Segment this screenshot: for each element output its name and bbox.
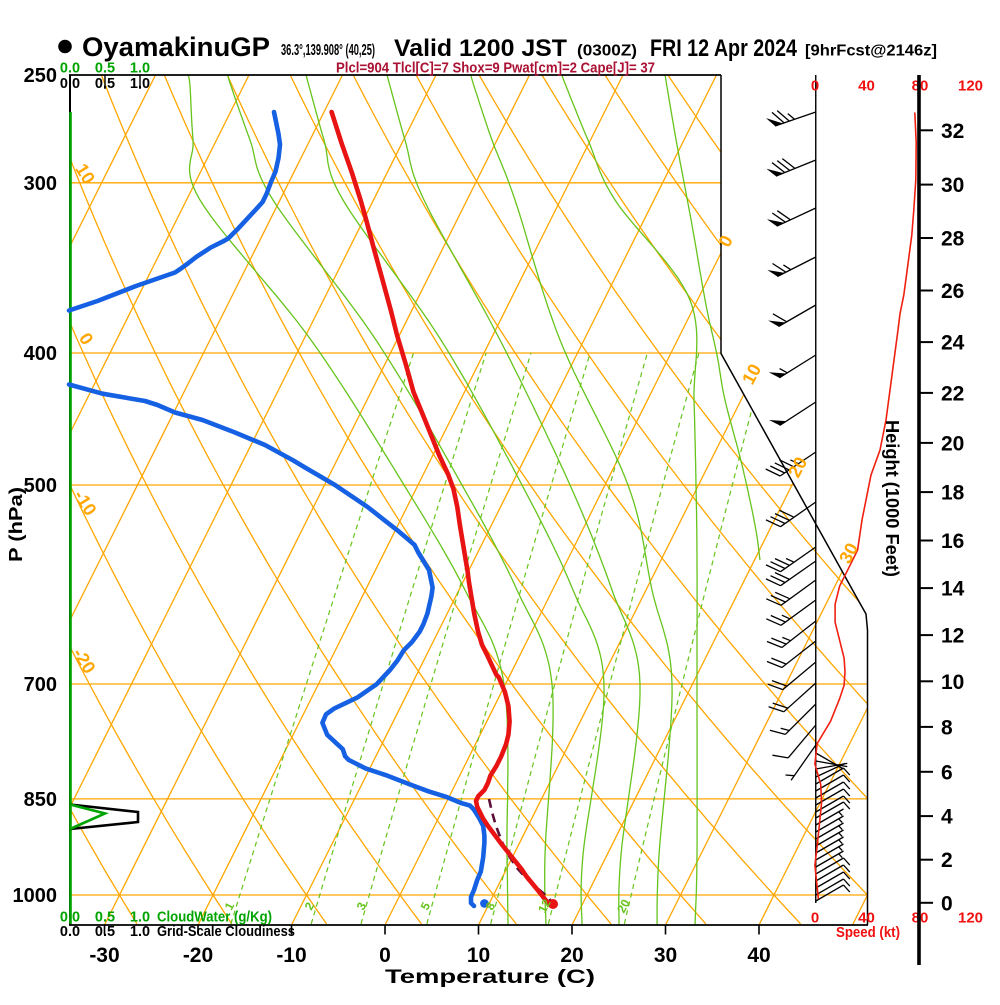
svg-text:18: 18: [941, 482, 965, 505]
svg-text:0.5: 0.5: [95, 910, 115, 926]
svg-text:2: 2: [941, 849, 953, 872]
svg-text:26: 26: [941, 280, 964, 303]
svg-text:Speed (kt): Speed (kt): [836, 924, 900, 941]
svg-text:40: 40: [858, 78, 875, 95]
svg-text:20: 20: [614, 897, 633, 916]
svg-text:1.0: 1.0: [130, 61, 150, 77]
svg-text:36.3°,139.908° (40,25): 36.3°,139.908° (40,25): [281, 42, 375, 59]
svg-text:Plcl=904 Tlcl[C]=7 Shox=9 Pwat: Plcl=904 Tlcl[C]=7 Shox=9 Pwat[cm]=2 Cap…: [336, 60, 655, 77]
svg-text:6: 6: [941, 761, 953, 784]
svg-text:0: 0: [811, 78, 819, 95]
svg-text:10: 10: [467, 944, 490, 967]
svg-text:120: 120: [958, 910, 983, 927]
svg-text:850: 850: [24, 789, 57, 811]
svg-text:12: 12: [535, 897, 554, 916]
svg-text:0.5: 0.5: [95, 61, 115, 77]
svg-text:700: 700: [24, 674, 57, 696]
svg-text:0.0: 0.0: [60, 924, 80, 940]
svg-text:22: 22: [941, 382, 964, 405]
svg-text:Grid-Scale Cloudiness: Grid-Scale Cloudiness: [157, 924, 295, 940]
svg-text:20: 20: [560, 944, 583, 967]
svg-text:-30: -30: [89, 944, 119, 967]
svg-text:16: 16: [941, 530, 964, 553]
svg-text:-20: -20: [183, 944, 213, 967]
svg-text:120: 120: [958, 78, 983, 95]
svg-text:12: 12: [941, 625, 964, 648]
svg-text:40: 40: [747, 944, 770, 967]
svg-text:40: 40: [858, 910, 875, 927]
svg-text:28: 28: [941, 228, 965, 251]
svg-text:500: 500: [24, 475, 57, 497]
svg-text:8: 8: [941, 716, 953, 739]
svg-text:0: 0: [811, 910, 819, 927]
svg-text:30: 30: [941, 174, 964, 197]
svg-text:300: 300: [24, 173, 57, 195]
svg-text:14: 14: [941, 578, 965, 601]
svg-text:30: 30: [654, 944, 677, 967]
svg-text:20: 20: [941, 432, 964, 455]
svg-text:4: 4: [941, 806, 953, 829]
svg-text:24: 24: [941, 332, 965, 355]
svg-text:250: 250: [24, 65, 57, 87]
svg-text:1.0: 1.0: [130, 924, 150, 940]
svg-text:1000: 1000: [13, 885, 58, 907]
svg-text:Height (1000 Feet): Height (1000 Feet): [882, 420, 902, 577]
svg-text:0.5: 0.5: [95, 924, 115, 940]
svg-text:0.0: 0.0: [60, 61, 80, 77]
svg-text:-10: -10: [276, 944, 306, 967]
svg-text:OyamakinuGP: OyamakinuGP: [82, 32, 270, 62]
svg-text:FRI 12 Apr 2024: FRI 12 Apr 2024: [650, 35, 798, 62]
svg-text:0: 0: [379, 944, 391, 967]
svg-text:400: 400: [24, 343, 57, 365]
svg-text:(0300Z): (0300Z): [577, 43, 637, 60]
svg-text:1.0: 1.0: [130, 910, 150, 926]
svg-text:32: 32: [941, 120, 964, 143]
svg-text:0.0: 0.0: [60, 910, 80, 926]
svg-text:0: 0: [941, 892, 953, 915]
svg-text:CloudWater (g/Kg): CloudWater (g/Kg): [157, 910, 272, 926]
svg-text:P (hPa): P (hPa): [6, 487, 26, 562]
svg-text:Temperature (C): Temperature (C): [385, 967, 595, 988]
svg-text:[9hrFcst@2146z]: [9hrFcst@2146z]: [805, 43, 937, 60]
svg-text:Valid 1200 JST: Valid 1200 JST: [394, 35, 567, 62]
svg-text:10: 10: [941, 671, 964, 694]
